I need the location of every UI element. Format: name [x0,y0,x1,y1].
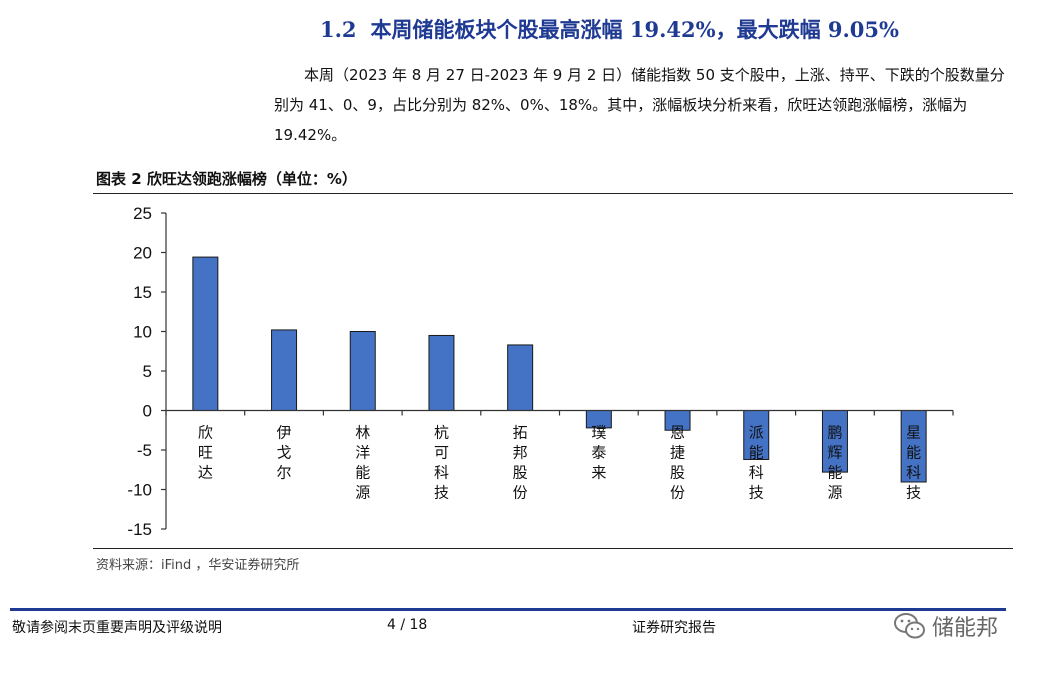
figure-bottom-rule [93,548,1013,549]
page-number: 4 / 18 [387,617,428,633]
summary-paragraph: 本周（2023 年 8 月 27 日-2023 年 9 月 2 日）储能指数 5… [274,66,1005,144]
y-tick-label: 20 [133,244,152,263]
x-tick-label: 璞泰来 [591,424,606,482]
y-tick-label: 0 [143,402,152,421]
y-tick-label: -10 [127,481,152,500]
wechat-icon [894,613,925,639]
bar [743,410,770,460]
section-heading: 本周储能板块个股最高涨幅 19.42%，最大跌幅 9.05% [370,17,899,42]
bar [271,329,298,412]
figure-source: 资料来源：iFind ，华安证券研究所 [96,558,300,573]
x-tick-label: 拓邦股份 [513,424,528,502]
watermark-text: 储能邦 [932,616,999,641]
watermark: 储能邦 [893,609,998,643]
x-tick-label: 恩捷股份 [670,424,685,502]
bar [349,331,376,411]
bar [900,410,927,483]
x-tick-label: 鹏辉能源 [827,424,842,502]
section-number: 1.2 [320,17,357,42]
x-tick-label: 伊戈尔 [277,424,292,482]
x-tick-label: 林洋能源 [355,424,370,502]
bar [507,344,534,411]
y-tick-label: 5 [143,362,152,381]
y-tick-label: 25 [133,204,152,223]
figure-top-rule [93,193,1013,194]
x-tick-label: 派能科技 [749,424,764,502]
x-tick-label: 杭可科技 [434,424,449,502]
y-tick-label: -5 [137,441,152,460]
y-tick-label: -15 [127,520,152,539]
x-tick-label: 欣旺达 [198,424,213,482]
bar [192,256,219,411]
bar [428,334,455,412]
x-tick-label: 星能科技 [906,424,921,502]
footer-rule [10,608,1006,611]
footer-disclaimer: 敬请参阅末页重要声明及评级说明 [12,620,222,636]
y-tick-label: 15 [133,283,152,302]
section-title: 1.2 本周储能板块个股最高涨幅 19.42%，最大跌幅 9.05% [320,14,1020,44]
y-tick-label: 10 [133,323,152,342]
figure-caption: 图表 2 欣旺达领跑涨幅榜（单位：%） [96,170,357,188]
report-type: 证券研究报告 [632,620,716,636]
